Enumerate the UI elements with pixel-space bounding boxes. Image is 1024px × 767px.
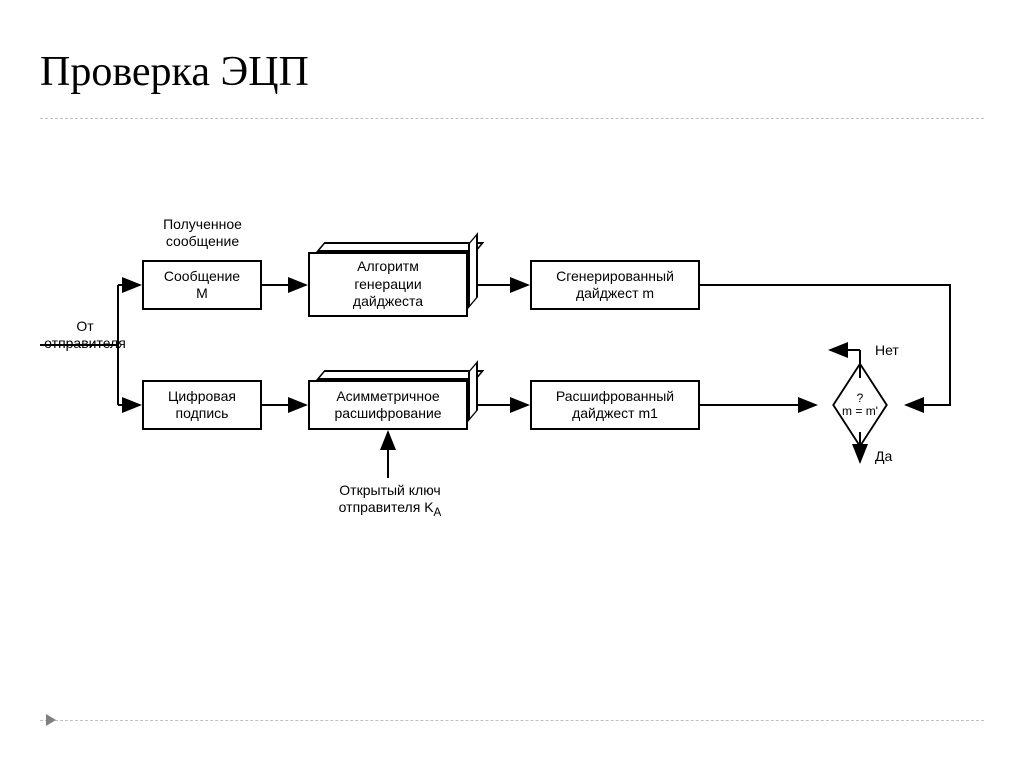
node-message-m: СообщениеМ [142, 260, 262, 310]
box3d-side [468, 360, 478, 422]
box3d-front: Асимметричноерасшифрование [308, 380, 468, 430]
node-decrypted-digest: Расшифрованныйдайджест m1 [530, 380, 700, 430]
text: Нет [875, 342, 899, 358]
label-no: Нет [875, 342, 899, 359]
box3d-top [316, 370, 484, 380]
node-generated-digest: Сгенерированныйдайджест m [530, 260, 700, 310]
divider-bottom [40, 720, 984, 721]
bullet-marker [46, 714, 56, 726]
label-yes: Да [875, 448, 892, 465]
flowchart-diagram: Ототправителя Полученноесообщение Открыт… [30, 200, 1000, 540]
text: Полученноесообщение [163, 216, 242, 249]
text: СообщениеМ [164, 268, 240, 303]
node-compare-decision: ?m = m' [820, 380, 900, 430]
box3d-side [468, 232, 478, 309]
text-sub: A [434, 506, 442, 519]
text: Сгенерированныйдайджест m [556, 268, 674, 303]
label-from-sender: Ототправителя [30, 318, 140, 352]
slide-title: Проверка ЭЦП [40, 48, 309, 96]
node-asymmetric-decrypt: Асимметричноерасшифрование [308, 380, 468, 430]
node-digest-algorithm: Алгоритмгенерациидайджеста [308, 252, 468, 317]
text: Асимметричноерасшифрование [334, 388, 441, 423]
diamond-label: ?m = m' [820, 380, 900, 430]
text: Да [875, 448, 892, 464]
box3d-front: Алгоритмгенерациидайджеста [308, 252, 468, 317]
label-public-key: Открытый ключотправителя KA [310, 482, 470, 520]
text: Алгоритмгенерациидайджеста [353, 258, 423, 311]
text: ?m = m' [842, 392, 878, 418]
text: Расшифрованныйдайджест m1 [556, 388, 674, 423]
box3d-top [316, 242, 484, 252]
divider-top [40, 118, 984, 119]
text: Открытый ключотправителя K [339, 482, 441, 515]
label-received-message: Полученноесообщение [135, 216, 270, 250]
text: Ототправителя [44, 318, 126, 351]
text: Цифроваяподпись [168, 388, 236, 423]
node-digital-signature: Цифроваяподпись [142, 380, 262, 430]
